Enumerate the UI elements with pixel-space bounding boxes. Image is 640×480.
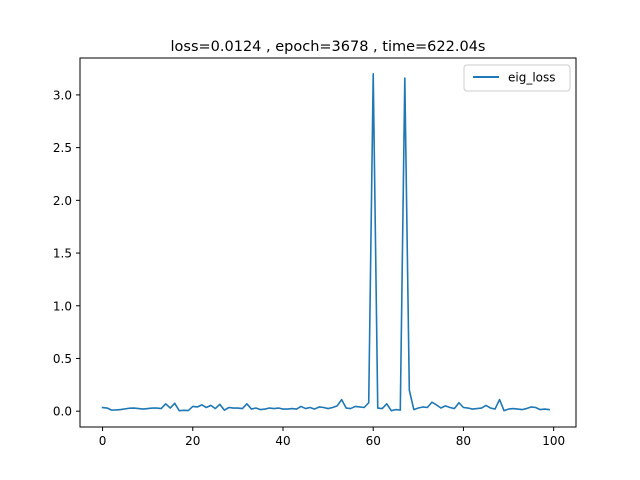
series-line-eig-loss <box>101 73 551 412</box>
legend-label-eig-loss: eig_loss <box>508 71 556 85</box>
legend-box <box>463 64 571 92</box>
y-tick-label: 2.5 <box>53 141 72 155</box>
axes-frame <box>79 57 577 428</box>
chart-title: loss=0.0124 , epoch=3678 , time=622.04s <box>171 39 486 55</box>
y-tick-label: 3.0 <box>53 88 72 102</box>
plot-area <box>101 73 551 412</box>
axes: 0 20 40 60 80 100 0.0 0.5 1.0 1.5 2.0 2.5 3.0 <box>53 57 577 448</box>
x-tick-label: 100 <box>542 434 565 448</box>
y-tick-label: 0.5 <box>53 352 72 366</box>
x-tick-label: 40 <box>275 434 290 448</box>
x-tick-label: 0 <box>99 434 107 448</box>
legend: eig_loss <box>463 64 571 92</box>
x-tick-label: 60 <box>366 434 381 448</box>
y-tick-label: 2.0 <box>53 194 72 208</box>
y-tick-label: 1.5 <box>53 247 72 261</box>
x-tick-label: 20 <box>185 434 200 448</box>
y-tick-label: 1.0 <box>53 299 72 313</box>
x-tick-label: 80 <box>456 434 471 448</box>
y-tick-label: 0.0 <box>53 405 72 419</box>
